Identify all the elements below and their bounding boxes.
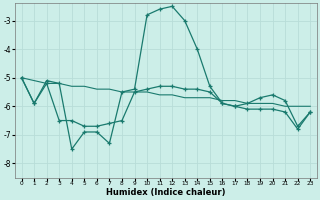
X-axis label: Humidex (Indice chaleur): Humidex (Indice chaleur) [106, 188, 226, 197]
